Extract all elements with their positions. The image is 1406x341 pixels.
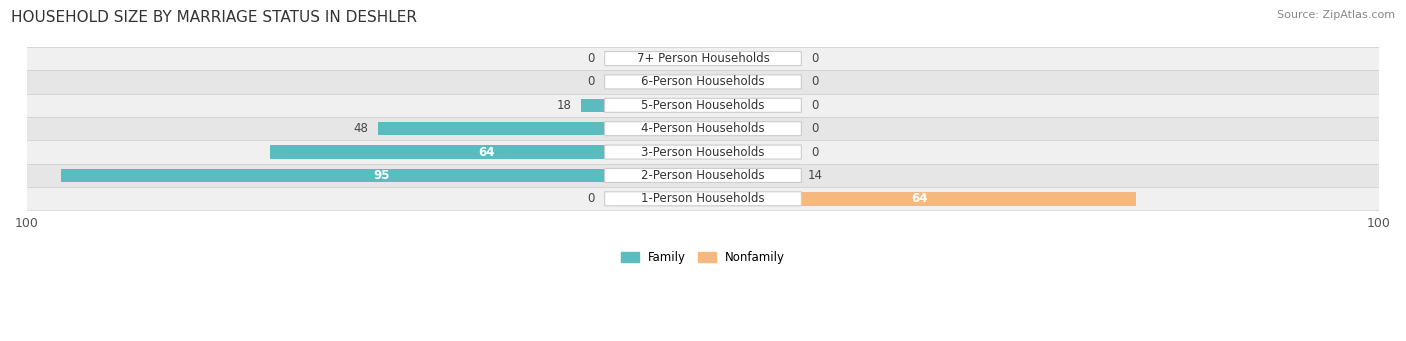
Bar [614,52,703,65]
Legend: Family, Nonfamily: Family, Nonfamily [616,247,790,269]
Text: 0: 0 [588,192,595,205]
Bar [27,140,1379,164]
Text: 4-Person Households: 4-Person Households [641,122,765,135]
Text: HOUSEHOLD SIZE BY MARRIAGE STATUS IN DESHLER: HOUSEHOLD SIZE BY MARRIAGE STATUS IN DES… [11,10,418,25]
FancyBboxPatch shape [605,168,801,182]
FancyBboxPatch shape [605,51,801,65]
Text: 64: 64 [911,192,928,205]
Bar [703,192,792,206]
Bar [703,169,792,182]
Text: 1-Person Households: 1-Person Households [641,192,765,205]
FancyBboxPatch shape [605,98,801,112]
Text: 48: 48 [353,122,368,135]
FancyBboxPatch shape [605,75,801,89]
Bar [703,52,792,65]
Text: 0: 0 [811,99,818,112]
Text: 6-Person Households: 6-Person Households [641,75,765,88]
Text: 64: 64 [478,146,495,159]
Bar [27,47,1379,70]
Bar [614,122,703,135]
FancyBboxPatch shape [605,192,801,206]
Bar [703,169,797,182]
Bar [614,192,703,206]
Text: 14: 14 [808,169,823,182]
Text: 2-Person Households: 2-Person Households [641,169,765,182]
FancyBboxPatch shape [605,122,801,136]
Bar [581,99,703,112]
Bar [614,75,703,89]
Bar [60,169,703,182]
Text: Source: ZipAtlas.com: Source: ZipAtlas.com [1277,10,1395,20]
Bar [378,122,703,135]
Bar [703,75,792,89]
Bar [27,94,1379,117]
Text: 18: 18 [557,99,571,112]
FancyBboxPatch shape [605,145,801,159]
Bar [27,117,1379,140]
Bar [614,99,703,112]
Text: 0: 0 [588,75,595,88]
Text: 7+ Person Households: 7+ Person Households [637,52,769,65]
Bar [614,169,703,182]
Bar [27,164,1379,187]
Text: 0: 0 [811,122,818,135]
Bar [703,145,792,159]
Text: 0: 0 [588,52,595,65]
Text: 0: 0 [811,146,818,159]
Bar [270,145,703,159]
Text: 0: 0 [811,52,818,65]
Text: 3-Person Households: 3-Person Households [641,146,765,159]
Text: 5-Person Households: 5-Person Households [641,99,765,112]
Bar [27,187,1379,210]
Bar [703,192,1136,206]
Bar [703,122,792,135]
Text: 0: 0 [811,75,818,88]
Bar [614,145,703,159]
Text: 95: 95 [374,169,389,182]
Bar [27,70,1379,94]
Bar [703,99,792,112]
